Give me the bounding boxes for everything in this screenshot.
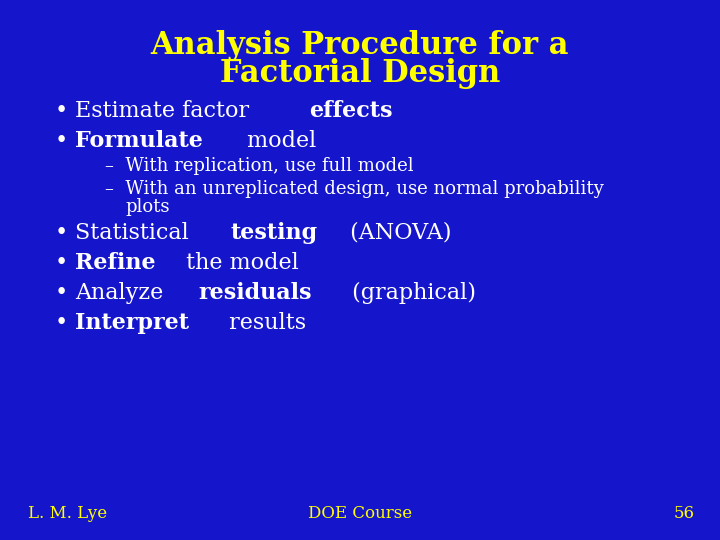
Text: results: results	[222, 312, 306, 334]
Text: Factorial Design: Factorial Design	[220, 58, 500, 89]
Text: •: •	[55, 312, 68, 334]
Text: –  With an unreplicated design, use normal probability: – With an unreplicated design, use norma…	[105, 180, 604, 198]
Text: (graphical): (graphical)	[344, 282, 475, 304]
Text: effects: effects	[309, 100, 392, 122]
Text: Formulate: Formulate	[75, 130, 203, 152]
Text: Interpret: Interpret	[75, 312, 189, 334]
Text: •: •	[55, 252, 68, 274]
Text: 56: 56	[674, 505, 695, 522]
Text: plots: plots	[125, 198, 169, 216]
Text: Analysis Procedure for a: Analysis Procedure for a	[150, 30, 570, 61]
Text: testing: testing	[231, 222, 318, 244]
Text: Statistical: Statistical	[75, 222, 196, 244]
Text: •: •	[55, 100, 68, 122]
Text: Refine: Refine	[75, 252, 156, 274]
Text: residuals: residuals	[198, 282, 312, 304]
Text: •: •	[55, 130, 68, 152]
Text: –  With replication, use full model: – With replication, use full model	[105, 157, 413, 175]
Text: the model: the model	[179, 252, 299, 274]
Text: model: model	[240, 130, 316, 152]
Text: •: •	[55, 282, 68, 304]
Text: L. M. Lye: L. M. Lye	[28, 505, 107, 522]
Text: (ANOVA): (ANOVA)	[343, 222, 452, 244]
Text: Estimate factor: Estimate factor	[75, 100, 256, 122]
Text: •: •	[55, 222, 68, 244]
Text: Analyze: Analyze	[75, 282, 171, 304]
Text: DOE Course: DOE Course	[308, 505, 412, 522]
